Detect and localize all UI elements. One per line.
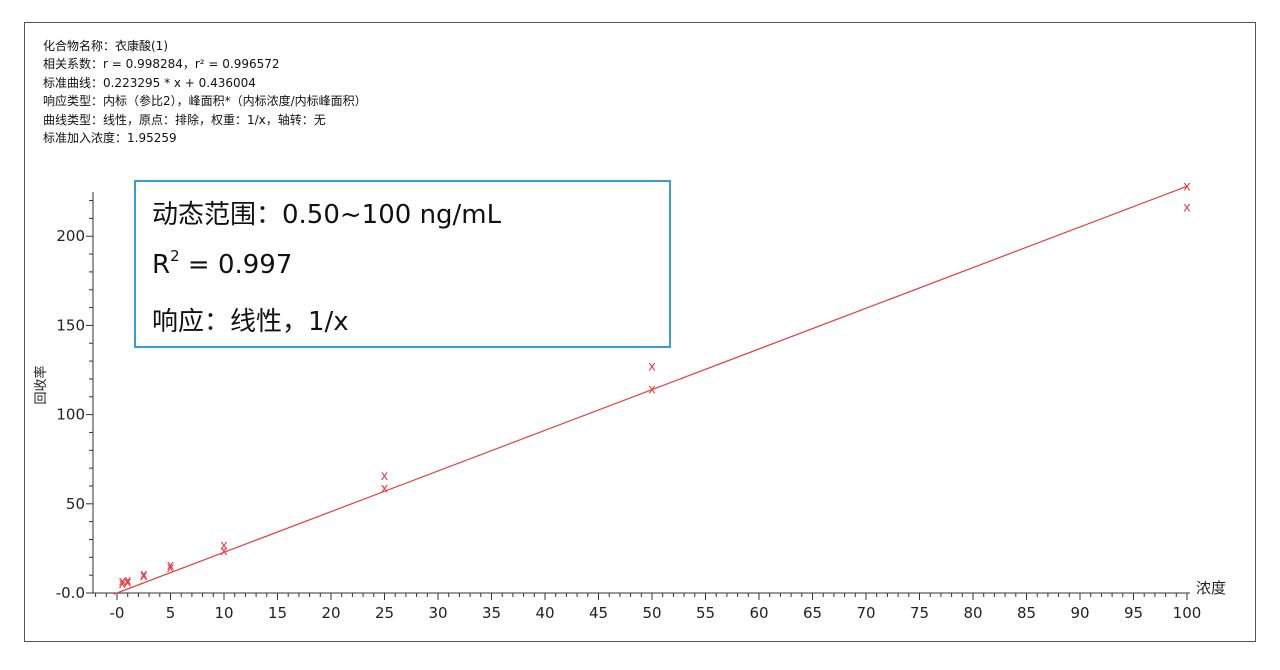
data-point: x <box>220 544 228 559</box>
x-tick-label: 20 <box>321 604 340 622</box>
data-point: x <box>167 558 175 573</box>
standard-addition-concentration: 标准加入浓度：1.95259 <box>43 131 177 146</box>
r-squared-text: R2 = 0.997 <box>152 247 292 280</box>
y-axis-label: 回收率 <box>33 365 49 404</box>
data-point: x <box>118 577 126 592</box>
y-tick-label: 150 <box>56 316 85 334</box>
x-tick-label: 50 <box>642 604 661 622</box>
r-squared-superscript: 2 <box>170 247 180 265</box>
x-tick-label: 70 <box>856 604 875 622</box>
x-tick-label: 60 <box>749 604 768 622</box>
x-tick-label: 80 <box>963 604 982 622</box>
data-point: x <box>220 539 228 554</box>
data-point: x <box>124 574 132 589</box>
data-point: x <box>381 469 389 484</box>
data-point: x <box>1183 201 1191 216</box>
data-point: x <box>648 359 656 374</box>
data-point: x <box>140 569 148 584</box>
data-point: x <box>1183 179 1191 194</box>
x-tick-label: 65 <box>803 604 822 622</box>
y-axis-label-box: 回收率 <box>33 365 49 404</box>
x-tick-label: 10 <box>214 604 233 622</box>
chart-frame <box>24 22 1256 642</box>
x-axis-label: 浓度 <box>1196 579 1226 597</box>
summary-callout: 动态范围：0.50~100 ng/mL R2 = 0.997 响应：线性，1/x <box>134 180 671 348</box>
calibration-info: 化合物名称：衣康酸(1) 相关系数：r = 0.998284，r² = 0.99… <box>43 37 367 147</box>
regression-line <box>113 185 1188 595</box>
x-tick-label: 30 <box>428 604 447 622</box>
x-tick-label: 45 <box>589 604 608 622</box>
x-tick-label: 55 <box>696 604 715 622</box>
x-tick-label: 95 <box>1124 604 1143 622</box>
x-tick-label: 35 <box>482 604 501 622</box>
data-point: x <box>381 482 389 497</box>
y-tick-label: 50 <box>66 495 85 513</box>
x-tick-label: -0 <box>110 604 125 622</box>
x-tick-label: 100 <box>1173 604 1202 622</box>
r-squared-prefix: R <box>152 250 171 280</box>
y-tick-label: 100 <box>56 406 85 424</box>
data-point: x <box>124 575 132 590</box>
x-tick-label: 15 <box>268 604 287 622</box>
x-tick-label: 5 <box>166 604 176 622</box>
y-tick-label: -0.0 <box>56 584 85 602</box>
correlation-coefficient: 相关系数：r = 0.998284，r² = 0.996572 <box>43 57 280 72</box>
data-point: x <box>648 383 656 398</box>
curve-type: 曲线类型：线性，原点：排除，权重：1/x，轴转：无 <box>43 112 326 127</box>
response-type: 响应类型：内标（参比2），峰面积*（内标浓度/内标峰面积） <box>43 94 367 109</box>
r-squared-value: = 0.997 <box>179 250 293 280</box>
x-tick-label: 25 <box>375 604 394 622</box>
x-tick-label: 75 <box>910 604 929 622</box>
x-tick-label: 85 <box>1017 604 1036 622</box>
standard-curve-equation: 标准曲线：0.223295 * x + 0.436004 <box>43 75 256 90</box>
data-point: x <box>118 574 126 589</box>
dynamic-range-text: 动态范围：0.50~100 ng/mL <box>152 200 502 230</box>
x-tick-label: 90 <box>1070 604 1089 622</box>
data-point: x <box>140 567 148 582</box>
y-tick-label: 200 <box>56 227 85 245</box>
data-point: x <box>167 561 175 576</box>
response-type-text: 响应：线性，1/x <box>152 307 349 337</box>
compound-name: 化合物名称：衣康酸(1) <box>43 39 168 53</box>
x-tick-label: 40 <box>535 604 554 622</box>
